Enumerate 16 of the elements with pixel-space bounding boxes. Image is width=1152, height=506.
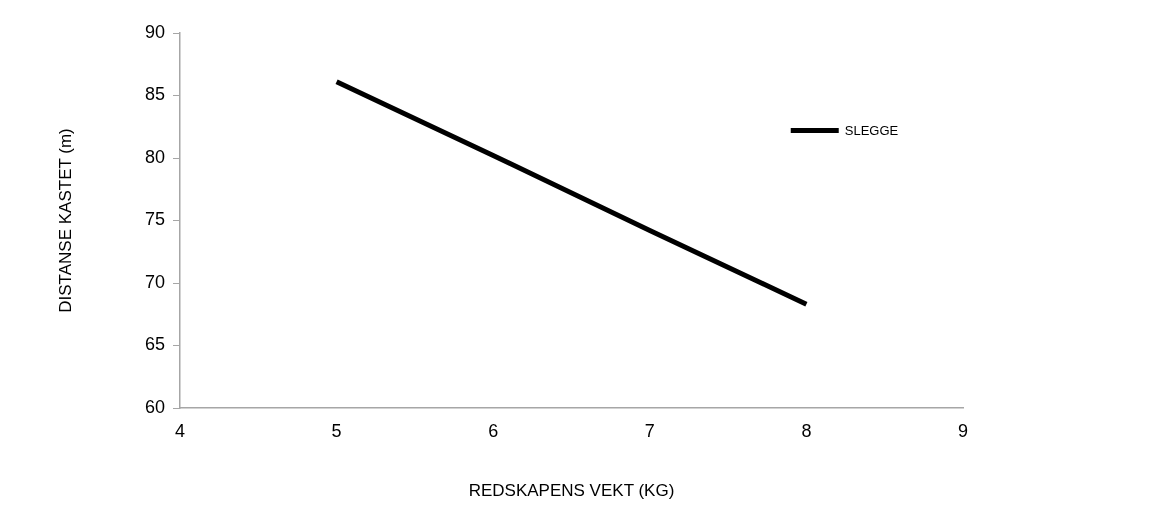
y-tick-label: 80 [144,146,165,167]
x-tick-label: 4 [174,420,186,441]
y-axis-title: DISTANSE KASTET (m) [55,128,75,313]
legend-label: SLEGGE [844,123,899,139]
x-tick-label: 7 [644,420,655,441]
x-axis-title: REDSKAPENS VEKT (KG) [468,481,675,501]
y-tick-label: 90 [144,21,165,42]
y-tick-label: 65 [144,334,165,355]
y-tick-label: 85 [144,84,165,105]
x-tick-label: 8 [801,420,812,441]
y-tick-label: 60 [144,396,165,417]
y-tick-label: 70 [144,271,165,292]
x-tick-label: 6 [488,420,499,441]
x-tick-label: 5 [331,420,342,441]
y-tick-label: 75 [144,209,165,230]
x-tick-label: 9 [957,420,969,441]
